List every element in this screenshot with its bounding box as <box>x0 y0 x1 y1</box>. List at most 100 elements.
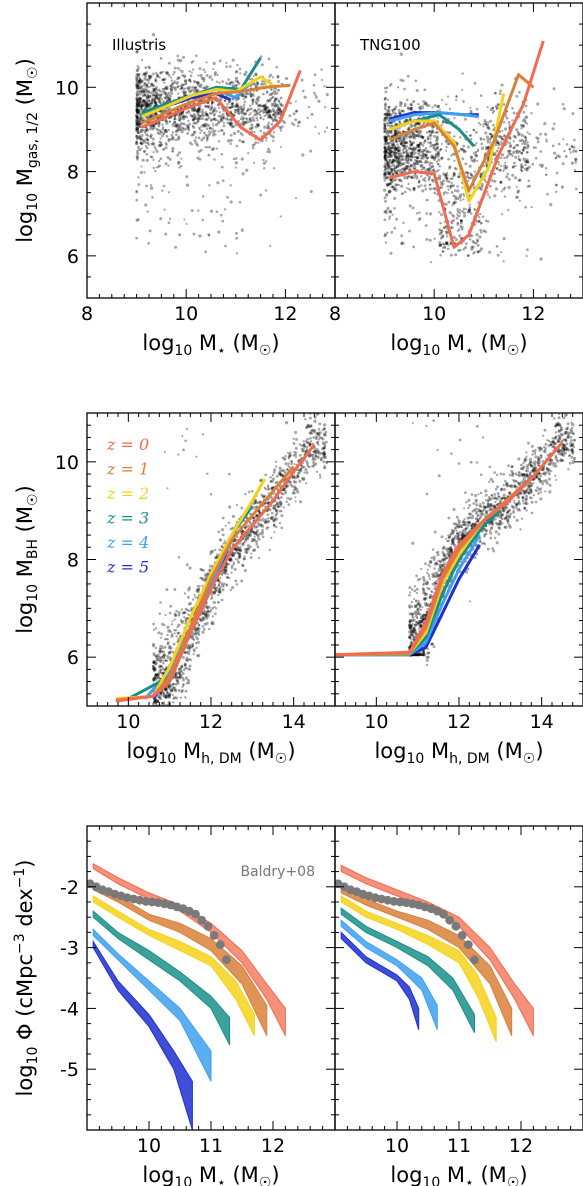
scatter-point <box>234 166 238 169</box>
scatter-point <box>171 150 174 153</box>
scatter-point <box>383 232 388 237</box>
scatter-point <box>242 557 246 561</box>
scatter-point <box>179 164 183 168</box>
scatter-point <box>477 148 480 151</box>
scatter-point <box>159 71 163 75</box>
scatter-point <box>155 96 159 100</box>
scatter-point <box>473 250 476 254</box>
scatter-point <box>165 693 169 696</box>
scatter-point <box>410 142 414 146</box>
scatter-point <box>198 158 202 161</box>
scatter-point <box>254 141 258 145</box>
scatter-point <box>407 166 411 169</box>
scatter-point <box>193 108 197 112</box>
scatter-point <box>229 545 232 548</box>
scatter-point <box>153 709 155 711</box>
scatter-point <box>174 138 178 142</box>
scatter-point <box>236 108 240 112</box>
scatter-point <box>153 96 157 100</box>
scatter-point <box>145 184 148 188</box>
scatter-point <box>252 530 256 534</box>
scatter-point <box>195 109 199 113</box>
scatter-point <box>275 502 279 506</box>
scatter-point <box>157 159 161 163</box>
scatter-point <box>520 127 523 130</box>
scatter-point <box>520 133 524 137</box>
scatter-point <box>184 402 187 405</box>
scatter-point <box>404 140 407 144</box>
scatter-point <box>257 556 261 560</box>
scatter-point <box>479 138 483 141</box>
scatter-point <box>384 116 388 120</box>
scatter-point <box>185 658 190 663</box>
scatter-point <box>384 149 388 153</box>
scatter-point <box>159 659 163 663</box>
scatter-point <box>489 119 493 123</box>
scatter-point <box>279 102 283 106</box>
scatter-point <box>465 175 470 179</box>
scatter-point <box>145 88 148 91</box>
scatter-point <box>410 109 413 112</box>
scatter-point <box>135 135 138 138</box>
scatter-point <box>199 567 203 571</box>
scatter-point <box>154 672 158 676</box>
scatter-point <box>292 123 296 127</box>
scatter-point <box>166 99 169 102</box>
scatter-point <box>544 166 548 170</box>
scatter-point <box>241 108 244 111</box>
scatter-point <box>166 723 169 726</box>
scatter-point <box>178 233 182 237</box>
scatter-point <box>159 656 163 660</box>
scatter-point <box>507 208 510 212</box>
scatter-point <box>436 116 440 119</box>
scatter-point <box>212 124 215 127</box>
scatter-point <box>196 109 201 113</box>
scatter-point <box>174 123 179 127</box>
scatter-point <box>152 716 155 719</box>
scatter-point <box>396 151 400 155</box>
scatter-point <box>158 122 161 126</box>
scatter-point <box>168 99 171 102</box>
scatter-point <box>247 547 251 551</box>
scatter-point <box>236 551 240 555</box>
y-tick-label: 6 <box>67 246 79 268</box>
scatter-point <box>526 141 529 144</box>
scatter-point <box>485 124 488 127</box>
scatter-point <box>508 136 512 139</box>
scatter-point <box>194 631 198 635</box>
scatter-point <box>445 103 448 106</box>
scatter-point <box>429 137 432 140</box>
scatter-point <box>145 102 149 106</box>
scatter-point <box>438 174 442 178</box>
scatter-point <box>167 710 170 713</box>
scatter-point <box>403 104 407 108</box>
scatter-point <box>135 129 139 133</box>
scatter-point <box>164 108 167 112</box>
scatter-point <box>148 105 151 109</box>
scatter-point <box>410 143 413 147</box>
scatter-point <box>203 609 206 612</box>
scatter-point <box>147 90 151 94</box>
scatter-point <box>220 152 224 156</box>
scatter-point <box>384 166 388 170</box>
scatter-point <box>135 155 140 160</box>
scatter-point <box>136 69 139 72</box>
scatter-point <box>384 153 388 158</box>
scatter-point <box>417 102 420 106</box>
scatter-point <box>440 186 443 189</box>
scatter-point <box>384 156 388 160</box>
scatter-point <box>149 186 154 190</box>
scatter-point <box>388 210 392 214</box>
scatter-point <box>389 158 392 162</box>
scatter-point <box>281 456 285 460</box>
scatter-point <box>476 239 480 243</box>
scatter-point <box>249 95 253 98</box>
scatter-point <box>430 130 434 134</box>
scatter-point <box>209 108 212 112</box>
scatter-point <box>201 108 204 112</box>
scatter-point <box>135 198 139 202</box>
scatter-point <box>464 242 468 246</box>
scatter-point <box>205 123 208 126</box>
scatter-point <box>555 171 559 175</box>
scatter-point <box>256 124 260 128</box>
